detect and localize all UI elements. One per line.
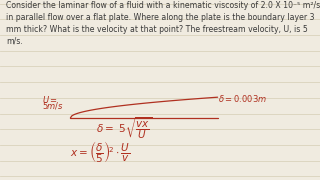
Text: $5m/s$: $5m/s$ xyxy=(42,100,64,111)
Text: $\delta = 0.003m$: $\delta = 0.003m$ xyxy=(218,93,267,104)
Text: $x = \left(\dfrac{\delta}{5}\right)^{\!2} \cdot \dfrac{U}{v}$: $x = \left(\dfrac{\delta}{5}\right)^{\!2… xyxy=(70,139,131,165)
Text: Consider the laminar flow of a fluid with a kinematic viscosity of 2.0 X 10⁻⁵ m²: Consider the laminar flow of a fluid wit… xyxy=(6,1,320,45)
Text: $U =$: $U =$ xyxy=(42,94,58,105)
Text: $\delta = \ 5\sqrt{\dfrac{vx}{U}}$: $\delta = \ 5\sqrt{\dfrac{vx}{U}}$ xyxy=(96,116,153,142)
